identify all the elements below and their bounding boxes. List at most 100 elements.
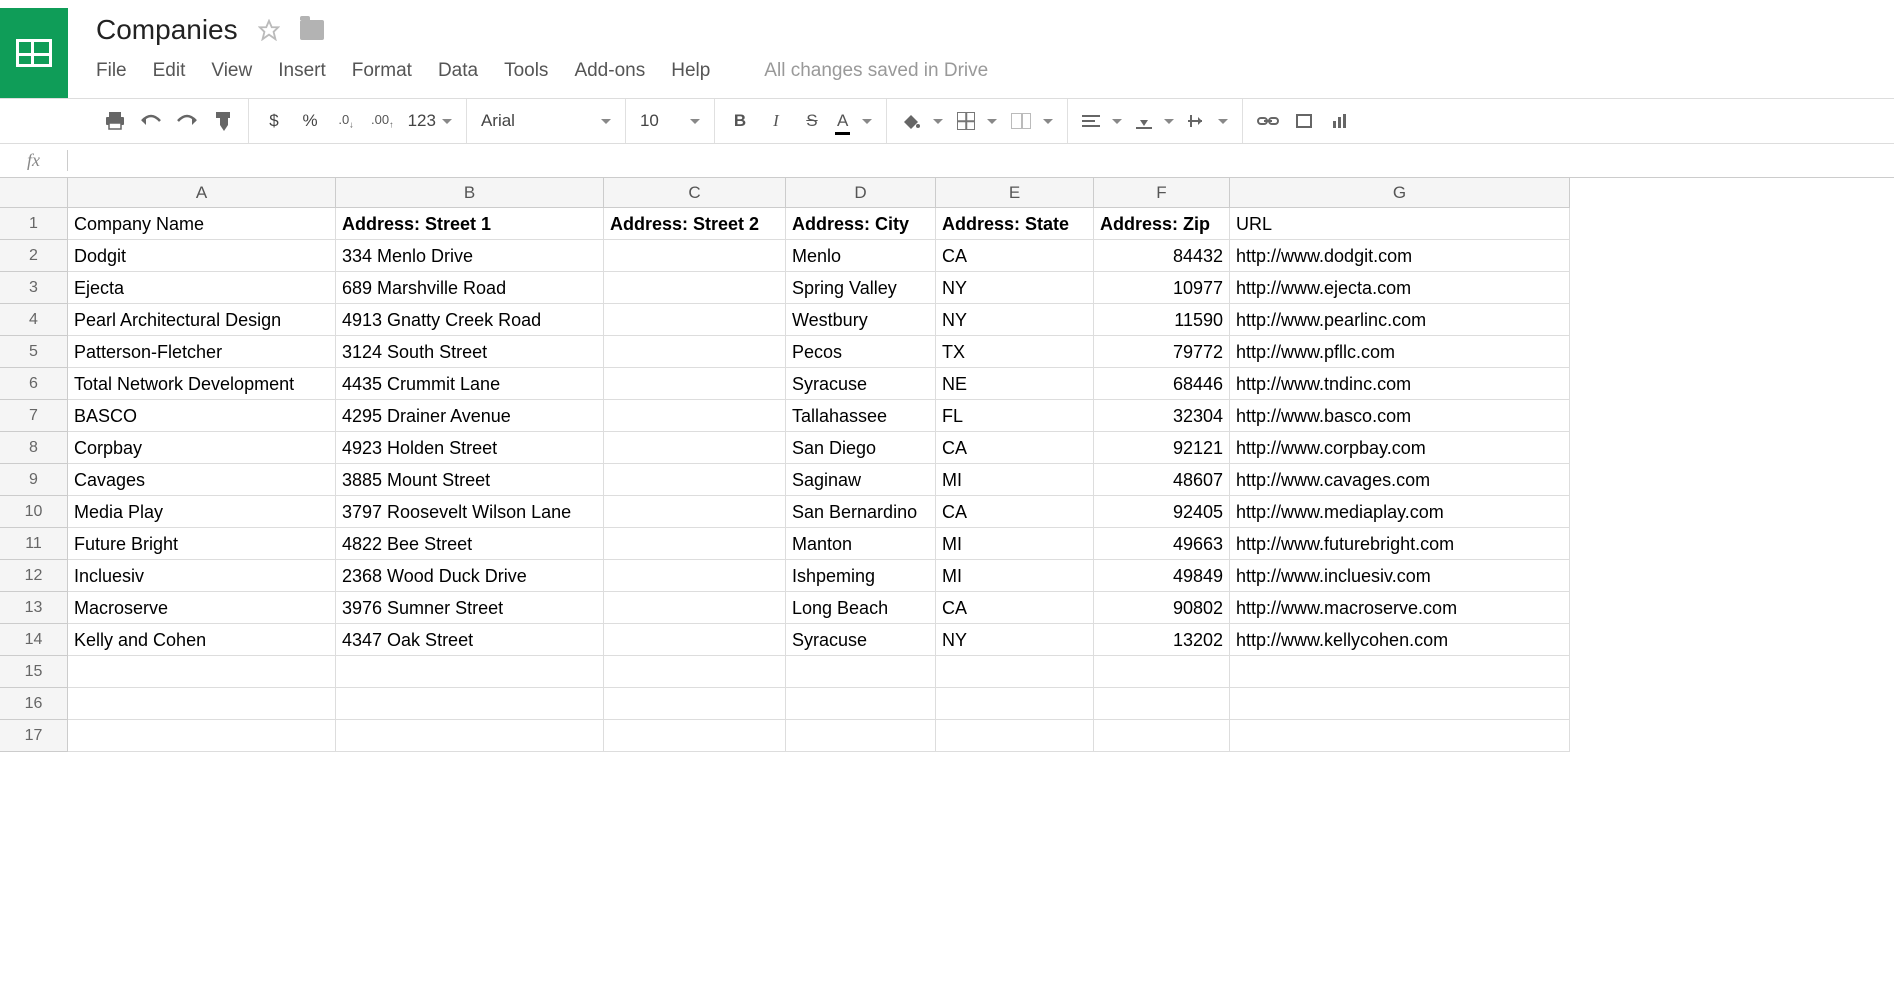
- menu-file[interactable]: File: [96, 60, 127, 82]
- cell-B8[interactable]: 4923 Holden Street: [336, 432, 604, 464]
- cell-D3[interactable]: Spring Valley: [786, 272, 936, 304]
- fill-color-button[interactable]: [901, 107, 943, 135]
- row-header-3[interactable]: 3: [0, 272, 68, 304]
- cell-D7[interactable]: Tallahassee: [786, 400, 936, 432]
- cell-B5[interactable]: 3124 South Street: [336, 336, 604, 368]
- cell-B4[interactable]: 4913 Gnatty Creek Road: [336, 304, 604, 336]
- cell-F4[interactable]: 11590: [1094, 304, 1230, 336]
- row-header-6[interactable]: 6: [0, 368, 68, 400]
- h-align-button[interactable]: [1082, 107, 1122, 135]
- percent-button[interactable]: %: [299, 107, 321, 135]
- decrease-decimal-button[interactable]: .0↓: [335, 107, 357, 135]
- cell-A3[interactable]: Ejecta: [68, 272, 336, 304]
- cell-D11[interactable]: Manton: [786, 528, 936, 560]
- number-format-dropdown[interactable]: 123: [408, 107, 452, 135]
- row-header-1[interactable]: 1: [0, 208, 68, 240]
- col-header-G[interactable]: G: [1230, 178, 1570, 208]
- cell-E16[interactable]: [936, 688, 1094, 720]
- cell-E12[interactable]: MI: [936, 560, 1094, 592]
- cell-G3[interactable]: http://www.ejecta.com: [1230, 272, 1570, 304]
- cell-E11[interactable]: MI: [936, 528, 1094, 560]
- col-header-E[interactable]: E: [936, 178, 1094, 208]
- paint-format-icon[interactable]: [212, 107, 234, 135]
- cell-B3[interactable]: 689 Marshville Road: [336, 272, 604, 304]
- row-header-10[interactable]: 10: [0, 496, 68, 528]
- menu-add-ons[interactable]: Add-ons: [574, 60, 645, 82]
- row-header-16[interactable]: 16: [0, 688, 68, 720]
- cell-F8[interactable]: 92121: [1094, 432, 1230, 464]
- cell-A17[interactable]: [68, 720, 336, 752]
- cell-G12[interactable]: http://www.incluesiv.com: [1230, 560, 1570, 592]
- cell-A13[interactable]: Macroserve: [68, 592, 336, 624]
- col-header-D[interactable]: D: [786, 178, 936, 208]
- col-header-C[interactable]: C: [604, 178, 786, 208]
- cell-C10[interactable]: [604, 496, 786, 528]
- increase-decimal-button[interactable]: .00↑: [371, 107, 394, 135]
- select-all-corner[interactable]: [0, 178, 68, 208]
- cell-D17[interactable]: [786, 720, 936, 752]
- borders-button[interactable]: [957, 107, 997, 135]
- cell-C14[interactable]: [604, 624, 786, 656]
- cell-B10[interactable]: 3797 Roosevelt Wilson Lane: [336, 496, 604, 528]
- menu-tools[interactable]: Tools: [504, 60, 548, 82]
- cell-D12[interactable]: Ishpeming: [786, 560, 936, 592]
- chart-button[interactable]: [1329, 107, 1351, 135]
- comment-button[interactable]: [1293, 107, 1315, 135]
- menu-view[interactable]: View: [211, 60, 252, 82]
- cell-G8[interactable]: http://www.corpbay.com: [1230, 432, 1570, 464]
- cell-C8[interactable]: [604, 432, 786, 464]
- cell-D13[interactable]: Long Beach: [786, 592, 936, 624]
- cell-G11[interactable]: http://www.futurebright.com: [1230, 528, 1570, 560]
- cell-F11[interactable]: 49663: [1094, 528, 1230, 560]
- cell-E10[interactable]: CA: [936, 496, 1094, 528]
- cell-B7[interactable]: 4295 Drainer Avenue: [336, 400, 604, 432]
- row-header-13[interactable]: 13: [0, 592, 68, 624]
- cell-B1[interactable]: Address: Street 1: [336, 208, 604, 240]
- cell-D9[interactable]: Saginaw: [786, 464, 936, 496]
- cell-C4[interactable]: [604, 304, 786, 336]
- cell-G14[interactable]: http://www.kellycohen.com: [1230, 624, 1570, 656]
- cell-F12[interactable]: 49849: [1094, 560, 1230, 592]
- cell-G7[interactable]: http://www.basco.com: [1230, 400, 1570, 432]
- formula-input[interactable]: [68, 144, 1894, 177]
- cell-E9[interactable]: MI: [936, 464, 1094, 496]
- cell-A6[interactable]: Total Network Development: [68, 368, 336, 400]
- cell-F6[interactable]: 68446: [1094, 368, 1230, 400]
- cell-A11[interactable]: Future Bright: [68, 528, 336, 560]
- row-header-12[interactable]: 12: [0, 560, 68, 592]
- cell-F16[interactable]: [1094, 688, 1230, 720]
- cell-E13[interactable]: CA: [936, 592, 1094, 624]
- cell-B16[interactable]: [336, 688, 604, 720]
- cell-C9[interactable]: [604, 464, 786, 496]
- cell-A5[interactable]: Patterson-Fletcher: [68, 336, 336, 368]
- cell-C6[interactable]: [604, 368, 786, 400]
- cell-F9[interactable]: 48607: [1094, 464, 1230, 496]
- row-header-5[interactable]: 5: [0, 336, 68, 368]
- cell-F2[interactable]: 84432: [1094, 240, 1230, 272]
- row-header-2[interactable]: 2: [0, 240, 68, 272]
- strikethrough-button[interactable]: S: [801, 107, 823, 135]
- cell-C12[interactable]: [604, 560, 786, 592]
- link-button[interactable]: [1257, 107, 1279, 135]
- cell-D2[interactable]: Menlo: [786, 240, 936, 272]
- cell-B14[interactable]: 4347 Oak Street: [336, 624, 604, 656]
- menu-data[interactable]: Data: [438, 60, 478, 82]
- cell-A4[interactable]: Pearl Architectural Design: [68, 304, 336, 336]
- cell-G17[interactable]: [1230, 720, 1570, 752]
- cell-F3[interactable]: 10977: [1094, 272, 1230, 304]
- row-header-15[interactable]: 15: [0, 656, 68, 688]
- menu-edit[interactable]: Edit: [153, 60, 186, 82]
- cell-A1[interactable]: Company Name: [68, 208, 336, 240]
- cell-E15[interactable]: [936, 656, 1094, 688]
- row-header-8[interactable]: 8: [0, 432, 68, 464]
- cell-E8[interactable]: CA: [936, 432, 1094, 464]
- cell-E2[interactable]: CA: [936, 240, 1094, 272]
- cell-G10[interactable]: http://www.mediaplay.com: [1230, 496, 1570, 528]
- cell-E7[interactable]: FL: [936, 400, 1094, 432]
- cell-B2[interactable]: 334 Menlo Drive: [336, 240, 604, 272]
- cell-A15[interactable]: [68, 656, 336, 688]
- document-title[interactable]: Companies: [96, 14, 238, 46]
- cell-E14[interactable]: NY: [936, 624, 1094, 656]
- cell-F13[interactable]: 90802: [1094, 592, 1230, 624]
- cell-D6[interactable]: Syracuse: [786, 368, 936, 400]
